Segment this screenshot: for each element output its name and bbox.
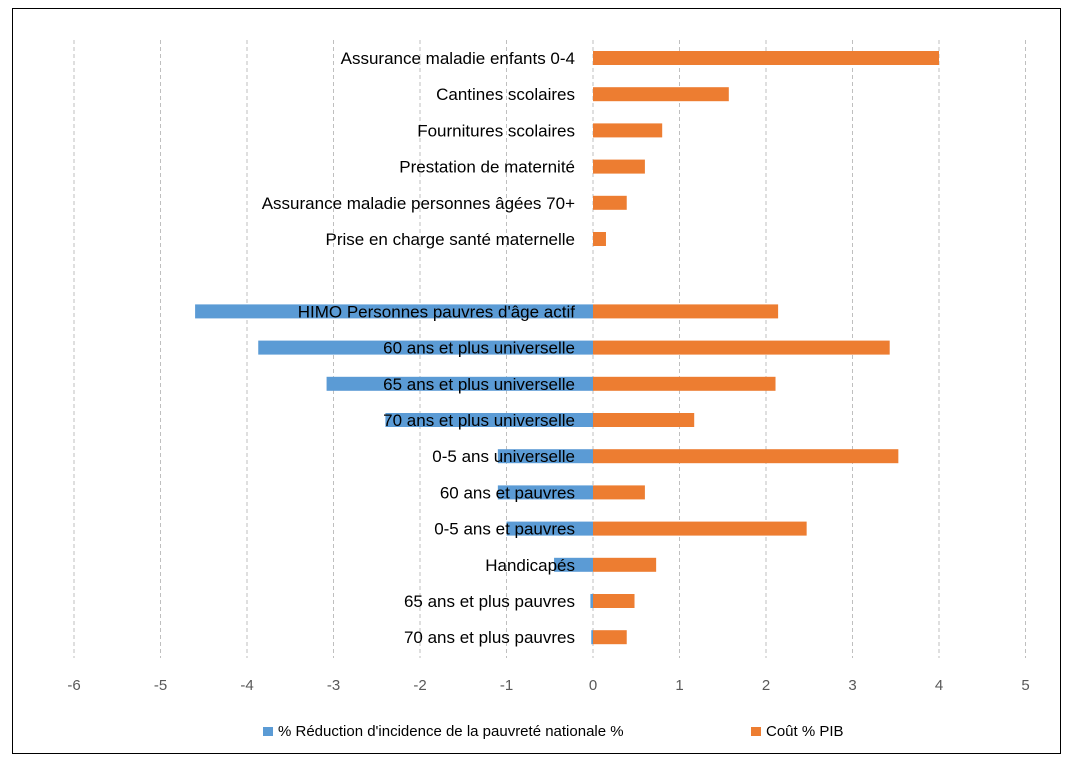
bar-cost-gdp-0-5-ans-et-pauvres <box>593 521 807 536</box>
bar-cost-gdp-70-ans-et-plus-universelle <box>593 413 695 427</box>
bar-cost-gdp-70-ans-et-plus-pauvres <box>593 630 627 645</box>
x-tick-label: 0 <box>589 677 597 694</box>
category-labels: Assurance maladie enfants 0-4 Cantines sc… <box>262 49 576 647</box>
category-label-handicapes: Handicapés <box>485 556 575 575</box>
legend-swatch-cost-gdp <box>751 727 761 736</box>
bar-poverty-reduction-handicapes <box>554 557 593 572</box>
category-label-70-ans-et-plus-pauvres: 70 ans et plus pauvres <box>404 628 575 647</box>
x-tick-label: 2 <box>762 677 770 694</box>
x-tick-label: 4 <box>935 677 943 694</box>
bar-poverty-reduction-70-ans-et-plus-universelle <box>385 413 593 427</box>
bar-cost-gdp-assurance-maladie-personnes-agees-70 <box>593 195 627 210</box>
bar-cost-gdp-himo-personnes-pauvres-d-age-actif <box>593 304 779 319</box>
category-label-65-ans-et-plus-pauvres: 65 ans et plus pauvres <box>404 592 575 611</box>
category-label-0-5-ans-et-pauvres: 0-5 ans et pauvres <box>434 520 575 539</box>
bar-poverty-reduction-60-ans-et-pauvres <box>497 485 593 500</box>
bar-poverty-reduction-65-ans-et-plus-pauvres <box>590 594 593 608</box>
bar-cost-gdp-65-ans-et-plus-universelle <box>593 376 776 391</box>
bar-cost-gdp-65-ans-et-plus-pauvres <box>593 594 635 608</box>
x-axis-ticks: -6 -5 -4 -3 -2 -1 0 1 2 3 4 5 <box>67 677 1029 694</box>
bar-poverty-reduction-himo-personnes-pauvres-d-age-actif <box>195 304 593 319</box>
legend-label-cost-gdp: Coût % PIB <box>766 723 844 740</box>
bar-cost-gdp-prise-en-charge-sante-maternelle <box>593 232 606 246</box>
category-label-prestation-de-maternite: Prestation de maternité <box>399 158 575 177</box>
x-tick-label: -2 <box>413 677 426 694</box>
x-tick-label: 5 <box>1021 677 1029 694</box>
legend-label-poverty-reduction: % Réduction d'incidence de la pauvreté n… <box>278 723 624 740</box>
category-label-60-ans-et-pauvres: 60 ans et pauvres <box>440 483 575 502</box>
category-label-assurance-maladie-personnes-agees-70: Assurance maladie personnes âgées 70+ <box>262 194 575 213</box>
bar-poverty-reduction-65-ans-et-plus-universelle <box>326 376 593 391</box>
bar-cost-gdp-cantines-scolaires <box>593 87 729 102</box>
bar-poverty-reduction-70-ans-et-plus-pauvres <box>591 630 593 645</box>
category-label-65-ans-et-plus-universelle: 65 ans et plus universelle <box>383 375 575 394</box>
bar-poverty-reduction-60-ans-et-plus-universelle <box>258 340 593 355</box>
bar-cost-gdp-assurance-maladie-enfants-0-4 <box>593 51 939 65</box>
x-tick-label: 3 <box>848 677 856 694</box>
bar-cost-gdp-prestation-de-maternite <box>593 159 645 174</box>
x-tick-label: -3 <box>327 677 340 694</box>
legend: % Réduction d'incidence de la pauvreté n… <box>263 723 844 740</box>
x-tick-label: -6 <box>67 677 80 694</box>
x-tick-label: -5 <box>154 677 167 694</box>
category-label-fournitures-scolaires: Fournitures scolaires <box>417 121 575 140</box>
category-label-prise-en-charge-sante-maternelle: Prise en charge santé maternelle <box>326 230 575 249</box>
bar-cost-gdp-60-ans-et-pauvres <box>593 485 645 500</box>
x-tick-label: -1 <box>500 677 513 694</box>
category-label-himo-personnes-pauvres-d-age-actif: HIMO Personnes pauvres d'âge actif <box>298 302 576 321</box>
bar-cost-gdp-handicapes <box>593 557 657 572</box>
category-label-cantines-scolaires: Cantines scolaires <box>436 85 575 104</box>
x-tick-label: 1 <box>675 677 683 694</box>
legend-swatch-poverty-reduction <box>263 727 273 736</box>
category-label-60-ans-et-plus-universelle: 60 ans et plus universelle <box>383 339 575 358</box>
category-label-assurance-maladie-enfants-0-4: Assurance maladie enfants 0-4 <box>341 49 575 68</box>
category-label-70-ans-et-plus-universelle: 70 ans et plus universelle <box>383 411 575 430</box>
x-tick-label: -4 <box>240 677 253 694</box>
bar-cost-gdp-60-ans-et-plus-universelle <box>593 340 890 355</box>
bar-poverty-reduction-0-5-ans-et-pauvres <box>506 521 593 536</box>
bar-cost-gdp-0-5-ans-universelle <box>593 449 899 464</box>
bar-cost-gdp-fournitures-scolaires <box>593 123 663 138</box>
bar-poverty-reduction-0-5-ans-universelle <box>497 449 593 464</box>
bars <box>195 51 939 645</box>
category-label-0-5-ans-universelle: 0-5 ans universelle <box>432 447 575 466</box>
